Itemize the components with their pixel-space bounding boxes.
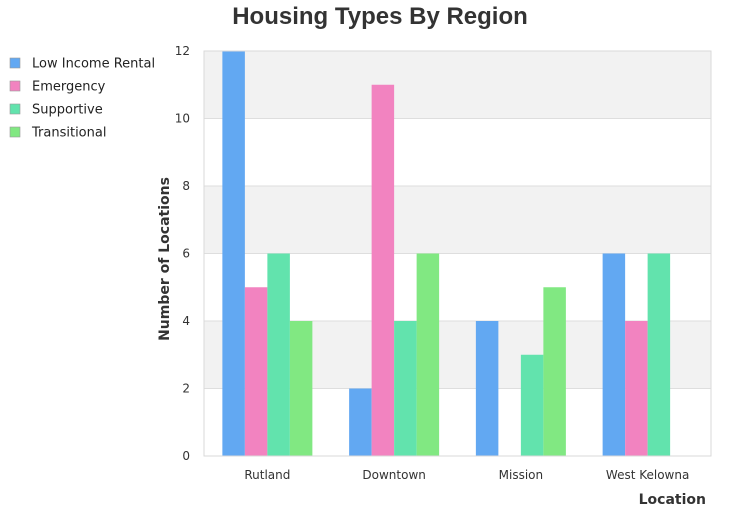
bar-supportive-mission	[520, 354, 544, 456]
legend: Low Income Rental Emergency Supportive Tran…	[9, 57, 155, 141]
x-axis-title: Location	[639, 492, 706, 508]
x-tick-label: West Kelowna	[606, 468, 689, 482]
legend-label: Supportive	[32, 103, 103, 118]
legend-label: Low Income Rental	[32, 57, 155, 72]
y-tick-label: 4	[182, 314, 190, 328]
bar-low-income-rental-west-kelowna	[602, 253, 626, 456]
x-axis-ticks: Rutland Downtown Mission West Kelowna	[244, 468, 689, 482]
legend-swatch	[9, 57, 21, 69]
bar-transitional-rutland	[289, 321, 313, 456]
legend-label: Transitional	[31, 126, 106, 141]
bar-low-income-rental-rutland	[222, 51, 245, 456]
legend-swatch	[9, 126, 21, 138]
y-tick-label: 12	[175, 44, 190, 58]
legend-swatch	[9, 103, 21, 115]
plot-frame	[203, 50, 712, 457]
bar-transitional-mission	[543, 287, 566, 456]
bar-supportive-west-kelowna	[647, 253, 671, 456]
bar-transitional-downtown	[416, 253, 440, 456]
x-tick-label: Downtown	[362, 468, 425, 482]
y-tick-label: 6	[182, 247, 190, 261]
bar-supportive-downtown	[394, 321, 417, 456]
bar-emergency-rutland	[244, 287, 268, 456]
x-tick-label: Mission	[499, 468, 543, 482]
x-tick-label: Rutland	[244, 468, 290, 482]
bar-supportive-rutland	[267, 253, 290, 456]
bar-emergency-downtown	[371, 84, 395, 456]
legend-swatch	[9, 80, 21, 92]
y-tick-label: 2	[182, 382, 190, 396]
y-axis-ticks: 0 2 4 6 8 10 12	[175, 44, 190, 463]
bar-low-income-rental-mission	[475, 321, 499, 456]
chart-title: Housing Types By Region	[232, 3, 528, 30]
bars	[222, 51, 671, 456]
grid-band	[204, 186, 711, 254]
y-tick-label: 10	[175, 112, 190, 126]
y-axis-title: Number of Locations	[157, 177, 173, 341]
y-tick-label: 8	[182, 179, 190, 193]
bar-emergency-west-kelowna	[625, 321, 648, 456]
grid-band	[204, 51, 711, 119]
bar-low-income-rental-downtown	[349, 388, 372, 456]
y-tick-label: 0	[182, 449, 190, 463]
legend-label: Emergency	[32, 80, 106, 95]
